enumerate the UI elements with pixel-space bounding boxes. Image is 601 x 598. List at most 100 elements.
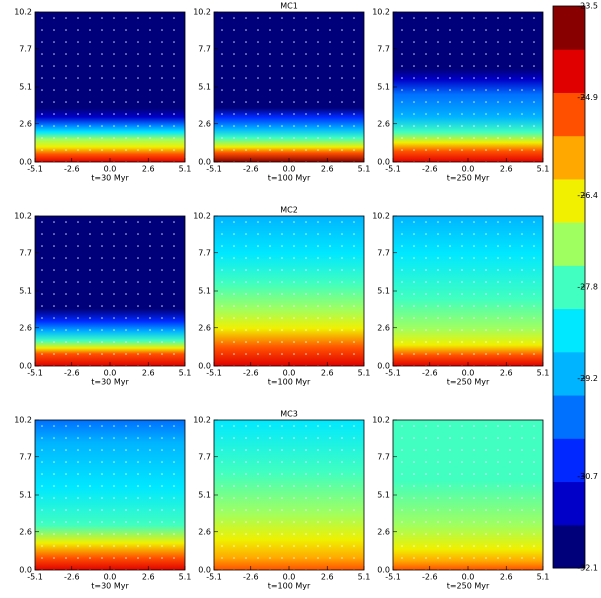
x-tick-label: 5.1 bbox=[179, 165, 192, 174]
x-axis-label: t=100 Myr bbox=[268, 174, 311, 183]
colorbar-band bbox=[553, 49, 585, 93]
y-tick-label: 0.0 bbox=[198, 566, 211, 575]
y-tick-label: 7.7 bbox=[377, 452, 390, 461]
y-tick-label: 2.6 bbox=[19, 323, 32, 332]
colorbar-tick-label: -23.5 bbox=[577, 2, 598, 11]
y-tick-label: 7.7 bbox=[19, 44, 32, 53]
velocity-field bbox=[214, 216, 364, 366]
x-tick-label: 2.6 bbox=[500, 369, 513, 378]
y-tick-label: 10.2 bbox=[14, 416, 32, 425]
colorbar-tick-label: -32.1 bbox=[577, 564, 598, 573]
colorbar-tick-label: -24.9 bbox=[577, 93, 598, 102]
x-axis-label: t=250 Myr bbox=[447, 378, 490, 387]
y-tick-label: 2.6 bbox=[198, 119, 211, 128]
x-tick-label: 0.0 bbox=[462, 573, 475, 582]
x-tick-label: -2.6 bbox=[243, 369, 259, 378]
x-tick-label: 2.6 bbox=[321, 165, 334, 174]
velocity-field bbox=[214, 420, 364, 570]
x-tick-label: -2.6 bbox=[243, 573, 259, 582]
y-tick-label: 5.1 bbox=[19, 287, 32, 296]
x-tick-label: 2.6 bbox=[142, 369, 155, 378]
colorbar-tick-label: -30.7 bbox=[577, 472, 598, 481]
colorbar-tick-label: -26.4 bbox=[577, 191, 598, 200]
x-tick-label: 5.1 bbox=[537, 165, 550, 174]
x-axis-label: t=30 Myr bbox=[91, 582, 129, 591]
y-tick-label: 0.0 bbox=[198, 158, 211, 167]
y-tick-label: 0.0 bbox=[377, 158, 390, 167]
velocity-field bbox=[393, 12, 543, 162]
x-tick-label: 0.0 bbox=[104, 165, 117, 174]
y-tick-label: 10.2 bbox=[193, 416, 211, 425]
colorbar-band bbox=[553, 524, 585, 569]
x-tick-label: 0.0 bbox=[104, 369, 117, 378]
x-tick-label: 2.6 bbox=[321, 573, 334, 582]
y-tick-label: 2.6 bbox=[198, 323, 211, 332]
velocity-field bbox=[35, 216, 185, 366]
x-tick-label: -2.6 bbox=[64, 165, 80, 174]
x-tick-label: -2.6 bbox=[422, 165, 438, 174]
velocity-field bbox=[393, 216, 543, 366]
x-axis-label: t=30 Myr bbox=[91, 378, 129, 387]
colorbar-band bbox=[553, 6, 585, 50]
x-tick-label: 5.1 bbox=[358, 165, 371, 174]
colorbar-band bbox=[553, 308, 585, 353]
x-axis-label: t=100 Myr bbox=[268, 582, 311, 591]
y-tick-label: 5.1 bbox=[19, 83, 32, 92]
y-tick-label: 5.1 bbox=[377, 287, 390, 296]
colorbar-band bbox=[553, 92, 585, 137]
x-axis-label: t=250 Myr bbox=[447, 174, 490, 183]
x-tick-label: 0.0 bbox=[283, 573, 296, 582]
y-tick-label: 2.6 bbox=[377, 119, 390, 128]
y-tick-label: 7.7 bbox=[377, 44, 390, 53]
x-tick-label: 2.6 bbox=[500, 573, 513, 582]
y-tick-label: 2.6 bbox=[377, 527, 390, 536]
x-tick-label: -5.1 bbox=[385, 573, 401, 582]
x-tick-label: -5.1 bbox=[206, 573, 222, 582]
y-tick-label: 2.6 bbox=[19, 119, 32, 128]
y-tick-label: 7.7 bbox=[19, 248, 32, 257]
x-tick-label: -2.6 bbox=[243, 165, 259, 174]
y-tick-label: 0.0 bbox=[19, 362, 32, 371]
colorbar-band bbox=[553, 481, 585, 526]
colorbar-tick-label: -27.8 bbox=[577, 283, 598, 292]
colorbar-band bbox=[553, 351, 585, 396]
colorbar-band bbox=[553, 222, 585, 266]
x-tick-label: 5.1 bbox=[179, 369, 192, 378]
velocity-field bbox=[214, 12, 364, 162]
x-tick-label: -2.6 bbox=[64, 369, 80, 378]
x-tick-label: 5.1 bbox=[537, 573, 550, 582]
x-tick-label: 0.0 bbox=[104, 573, 117, 582]
y-tick-label: 10.2 bbox=[372, 416, 390, 425]
colorbar-band bbox=[553, 135, 585, 180]
x-tick-label: 0.0 bbox=[462, 369, 475, 378]
y-tick-label: 2.6 bbox=[19, 527, 32, 536]
x-tick-label: -2.6 bbox=[422, 573, 438, 582]
x-axis-label: t=250 Myr bbox=[447, 582, 490, 591]
colorbar-band bbox=[553, 178, 585, 223]
y-tick-label: 10.2 bbox=[14, 8, 32, 17]
x-tick-label: 5.1 bbox=[537, 369, 550, 378]
x-tick-label: 5.1 bbox=[179, 573, 192, 582]
row-title: MC2 bbox=[280, 206, 298, 215]
x-tick-label: -5.1 bbox=[27, 165, 43, 174]
y-tick-label: 5.1 bbox=[19, 491, 32, 500]
x-tick-label: -5.1 bbox=[385, 165, 401, 174]
x-tick-label: 2.6 bbox=[321, 369, 334, 378]
x-tick-label: -5.1 bbox=[27, 369, 43, 378]
y-tick-label: 0.0 bbox=[377, 362, 390, 371]
velocity-field bbox=[35, 420, 185, 570]
velocity-field bbox=[393, 420, 543, 570]
x-tick-label: -2.6 bbox=[422, 369, 438, 378]
y-tick-label: 10.2 bbox=[372, 212, 390, 221]
x-tick-label: 5.1 bbox=[358, 573, 371, 582]
x-tick-label: 0.0 bbox=[462, 165, 475, 174]
x-tick-label: 2.6 bbox=[142, 165, 155, 174]
x-tick-label: -5.1 bbox=[206, 165, 222, 174]
x-tick-label: 2.6 bbox=[142, 573, 155, 582]
row-title: MC1 bbox=[280, 2, 298, 11]
y-tick-label: 5.1 bbox=[198, 83, 211, 92]
y-tick-label: 7.7 bbox=[198, 248, 211, 257]
colorbar-band bbox=[553, 395, 585, 439]
y-tick-label: 10.2 bbox=[193, 8, 211, 17]
